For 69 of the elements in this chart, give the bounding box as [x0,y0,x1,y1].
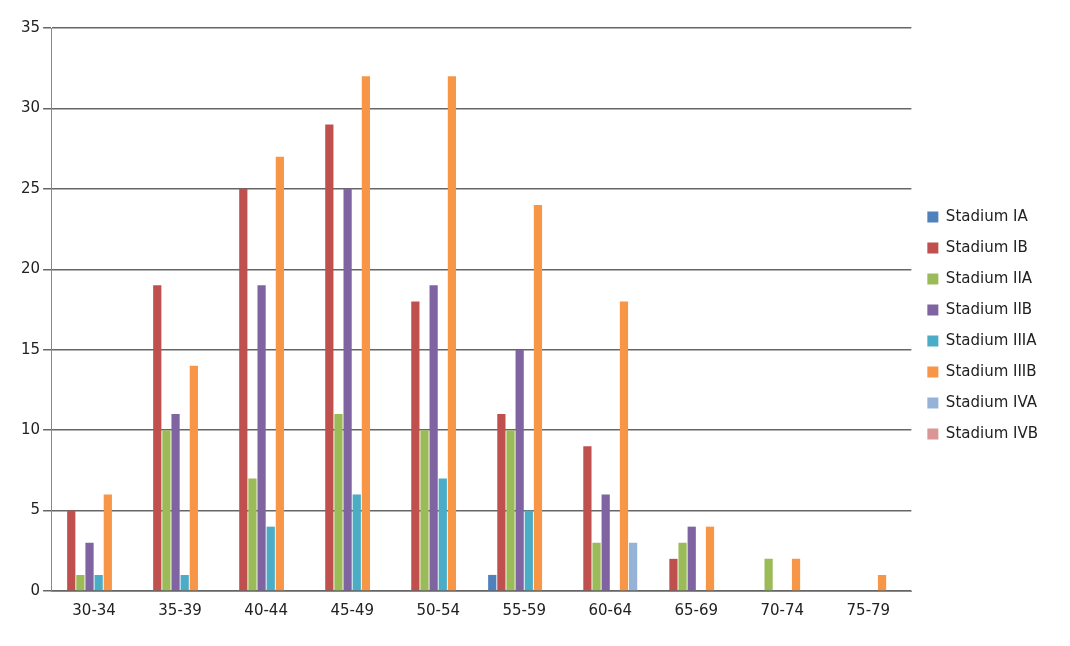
legend-label: Stadium IIIA [945,330,1038,349]
bar [438,478,447,591]
y-tick-label: 35 [20,17,41,36]
y-tick-label: 10 [20,420,41,439]
bar [411,301,420,591]
bar [180,574,189,591]
bar [592,542,601,591]
bar [515,349,524,591]
bar [85,542,94,591]
y-tick-label: 0 [30,580,41,599]
bar [67,510,76,591]
bar [669,558,678,591]
x-tick-label: 45-49 [330,600,374,619]
legend-label: Stadium IVB [945,423,1039,442]
bar [239,188,248,591]
bar [162,430,171,591]
bar [352,494,361,591]
bar [94,574,103,591]
bar [877,574,887,591]
bar [334,414,343,591]
bar [497,414,506,591]
bar [506,430,515,591]
y-tick-label: 5 [30,500,41,519]
legend-label: Stadium IA [945,206,1029,225]
bar [361,76,370,591]
bar [488,574,497,591]
bar [275,156,284,591]
legend-label: Stadium IIIB [945,361,1037,380]
bar [248,478,257,591]
bar [524,510,533,591]
bar [429,285,438,591]
legend-label: Stadium IIB [945,299,1033,318]
legend-label: Stadium IVA [945,392,1038,411]
x-tick-label: 40-44 [244,600,288,619]
bar [447,76,457,591]
x-tick-label: 60-64 [588,600,633,619]
bar [687,526,696,591]
bar [791,558,801,591]
bar [533,204,543,591]
bar [171,414,180,591]
legend-label: Stadium IIA [945,268,1033,287]
legend-label: Stadium IB [945,237,1028,256]
y-tick-label: 30 [20,98,41,117]
bar [583,446,592,591]
x-tick-label: 55-59 [502,600,547,619]
y-tick-label: 15 [20,339,41,358]
bar [619,301,629,591]
bar [325,124,334,591]
x-tick-label: 50-54 [416,600,460,619]
bar [257,285,266,591]
bar [343,188,352,591]
bar [420,430,429,591]
bar [629,542,638,591]
bar [189,365,198,591]
bar [153,285,162,591]
bar [601,494,610,591]
bar [103,494,112,591]
y-tick-label: 25 [20,178,41,197]
bar [705,526,715,591]
y-tick-label: 20 [20,259,41,278]
bar [764,558,773,591]
bar [678,542,687,591]
x-tick-label: 35-39 [158,600,202,619]
x-tick-label: 70-74 [760,600,805,619]
x-tick-label: 75-79 [846,600,891,619]
bar [266,526,275,591]
bar [76,574,85,591]
x-tick-label: 30-34 [72,600,116,619]
x-tick-label: 65-69 [674,600,719,619]
